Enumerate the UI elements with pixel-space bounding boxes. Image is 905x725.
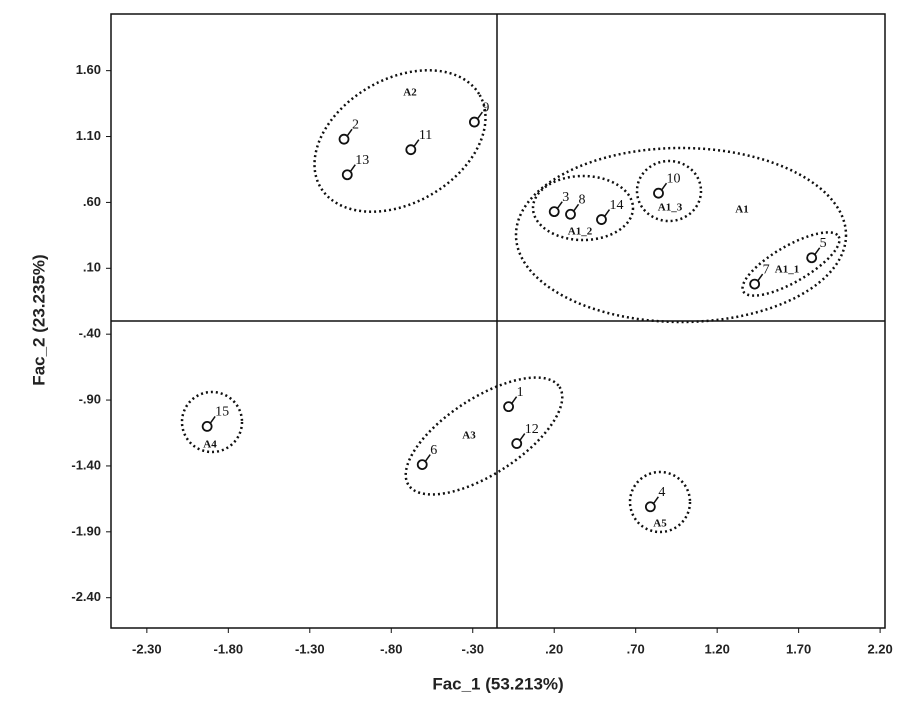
x-tick-label: -.30: [462, 641, 484, 656]
leader-line: [346, 128, 353, 137]
leader-line: [476, 111, 483, 120]
leader-line: [757, 273, 764, 282]
point-label: 12: [525, 422, 539, 437]
cluster-label: A1_1: [775, 264, 799, 276]
point: [644, 501, 656, 513]
cluster-label: A5: [653, 518, 667, 530]
point-label: 15: [215, 405, 229, 420]
point: [511, 438, 523, 449]
cluster-outline: [404, 376, 564, 496]
y-tick-label: -.40: [79, 326, 101, 341]
leader-line: [424, 454, 431, 463]
cluster-outline: [313, 69, 487, 213]
point: [201, 421, 213, 432]
point-label: 5: [820, 236, 827, 251]
cluster-outline: [628, 470, 692, 534]
y-tick-label: 1.10: [76, 128, 101, 143]
x-tick-label: -1.30: [295, 641, 325, 656]
leader-line: [814, 247, 821, 256]
point: [468, 116, 480, 128]
leader-line: [660, 182, 668, 191]
point-label: 10: [667, 171, 681, 186]
y-tick-label: -1.40: [71, 457, 101, 472]
point: [405, 144, 417, 156]
point-label: 6: [430, 443, 437, 458]
x-tick-label: .20: [545, 641, 563, 656]
point-label: 14: [609, 198, 623, 213]
x-tick-label: -.80: [380, 641, 402, 656]
point: [341, 169, 353, 181]
y-tick-label: 1.60: [76, 62, 101, 77]
cluster-label: A4: [203, 439, 217, 451]
leader-line: [510, 396, 518, 405]
y-tick-label: -2.40: [71, 589, 101, 604]
x-axis-title: Fac_1 (53.213%): [432, 674, 563, 693]
leader-line: [209, 415, 216, 424]
point: [653, 187, 664, 199]
point: [749, 278, 761, 290]
point-label: 3: [562, 190, 569, 205]
cluster-label: A3: [462, 430, 476, 442]
point-label: 13: [355, 153, 369, 168]
cluster-outline: [180, 390, 244, 454]
x-tick-label: 2.20: [867, 641, 892, 656]
x-tick-label: 1.20: [705, 641, 730, 656]
leader-line: [413, 139, 420, 148]
cluster-label: A1_3: [658, 202, 683, 214]
point-label: 7: [763, 262, 770, 277]
point: [596, 214, 607, 225]
leader-line: [519, 433, 526, 441]
point: [416, 459, 428, 471]
point: [338, 133, 350, 145]
point: [503, 401, 514, 413]
leader-line: [603, 209, 611, 217]
point: [565, 208, 576, 220]
cluster-label: A2: [403, 87, 417, 99]
point: [548, 206, 560, 218]
cluster-outline: [635, 159, 703, 223]
cluster-label: A1_2: [568, 226, 593, 238]
x-tick-label: -2.30: [132, 641, 162, 656]
y-tick-label: .60: [83, 194, 101, 209]
y-axis-title: Fac_2 (23.235%): [29, 254, 48, 385]
point-label: 1: [517, 385, 524, 400]
leader-line: [572, 203, 580, 212]
x-tick-label: .70: [627, 641, 645, 656]
leader-line: [349, 164, 356, 173]
y-tick-label: -.90: [79, 391, 101, 406]
cluster-label: A1: [735, 204, 748, 216]
y-tick-label: .10: [83, 260, 101, 275]
point-label: 9: [482, 100, 489, 115]
point-label: 8: [579, 192, 586, 207]
x-tick-label: -1.80: [214, 641, 244, 656]
point: [806, 252, 818, 264]
point-label: 2: [352, 117, 359, 132]
point-label: 4: [658, 485, 665, 500]
cluster-outline: [741, 231, 841, 297]
cluster-outline: [514, 146, 848, 324]
cluster-outline: [531, 174, 635, 242]
leader-line: [556, 201, 563, 210]
x-tick-label: 1.70: [786, 641, 811, 656]
point-label: 11: [419, 128, 432, 143]
leader-line: [652, 496, 659, 505]
y-tick-label: -1.90: [71, 523, 101, 538]
